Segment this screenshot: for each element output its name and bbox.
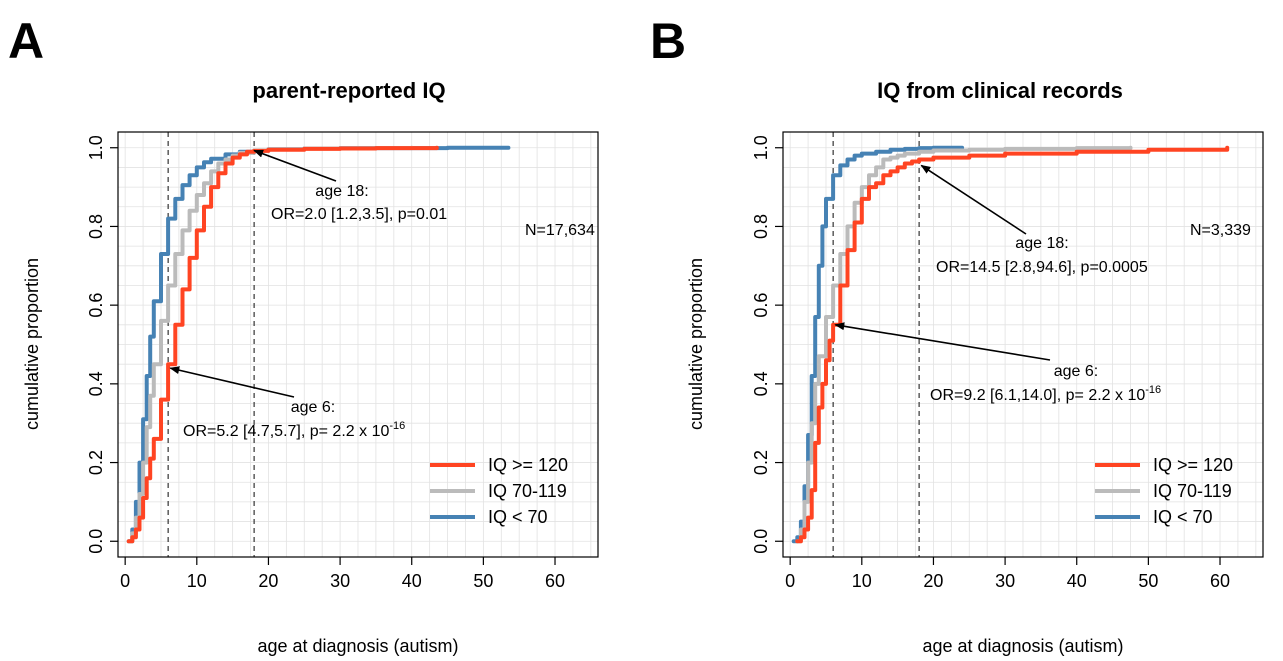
series-lines [791,145,1230,544]
grid [118,132,598,557]
plot-frame [117,131,599,558]
annotation-age18-arrow [920,164,1027,235]
annotation-age6-stats: OR=9.2 [6.1,14.0], p= 2.2 x 10-16 [930,384,1161,404]
x-tick-label: 60 [1210,571,1230,591]
legend-label: IQ >= 120 [488,455,568,475]
reference-lines [167,132,255,557]
annotation-age18-heading: age 18: [1015,235,1068,252]
x-tick-label: 50 [1138,571,1158,591]
chart-title: IQ from clinical records [877,78,1123,103]
x-tick-label: 10 [187,571,207,591]
x-tick-label: 10 [852,571,872,591]
series-line-iq-120 [126,145,439,544]
x-axis-label: age at diagnosis (autism) [257,636,458,656]
annotation-age6-heading: age 6: [1054,363,1098,380]
y-tick-label: 1.0 [86,135,106,160]
y-axis: 0.0 0.2 0.4 0.6 0.8 1.0 [751,135,783,554]
y-tick-label: 0.8 [751,214,771,239]
series-line-iq-120 [795,145,1230,544]
y-tick-label: 0.0 [751,529,771,554]
panel-b: B IQ from clinical records 0 10 20 30 40 50 60… [650,13,1264,656]
annotation-age18-stats: OR=14.5 [2.8,94.6], p=0.0005 [936,259,1148,276]
x-tick-label: 30 [330,571,350,591]
panel-letter: B [650,13,686,69]
y-tick-label: 0.6 [86,293,106,318]
x-axis-label: age at diagnosis (autism) [922,636,1123,656]
legend-label: IQ < 70 [1153,507,1213,527]
series-lines [126,145,511,544]
y-tick-label: 1.0 [751,135,771,160]
y-tick-label: 0.2 [751,450,771,475]
panel-a: A parent-reported IQ 0 10 20 30 40 50 60 0.00.… [8,13,599,656]
x-tick-label: 20 [923,571,943,591]
y-tick-label: 0.0 [86,529,106,554]
annotation-age6-arrow [834,322,1051,361]
reference-lines [832,132,920,557]
y-tick-label: 0.4 [751,371,771,396]
x-axis: 0 10 20 30 40 50 60 [120,557,565,591]
plot-frame [782,131,1264,558]
x-tick-label: 50 [473,571,493,591]
x-tick-label: 40 [1067,571,1087,591]
legend-label: IQ 70-119 [1153,481,1232,501]
annotation-age6-arrow [169,366,295,398]
annotation-age18-arrow [253,149,337,182]
x-tick-label: 0 [120,571,130,591]
y-tick-label: 0.8 [86,214,106,239]
y-tick-label: 0.6 [751,293,771,318]
annotation-age18-heading: age 18: [315,183,368,200]
series-line-iq-70-119 [795,145,1133,544]
x-tick-label: 40 [402,571,422,591]
legend-label: IQ >= 120 [1153,455,1233,475]
legend: IQ >= 120 IQ 70-119 IQ < 70 [1095,455,1233,527]
y-tick-label: 0.4 [86,371,106,396]
y-tick-label: 0.2 [86,450,106,475]
chart-title: parent-reported IQ [252,78,445,103]
annotation-age6-heading: age 6: [291,399,335,416]
y-axis: 0.0 0.2 0.4 0.6 0.8 1.0 [86,135,118,554]
annotation-age6-exponent: -16 [389,420,405,432]
annotation-age18-stats: OR=2.0 [1.2,3.5], p=0.01 [271,206,447,223]
annotations: age 18: OR=2.0 [1.2,3.5], p=0.01 age 6: … [169,149,447,440]
x-tick-label: 60 [545,571,565,591]
annotation-age6-stats-main: OR=9.2 [6.1,14.0], p= 2.2 x 10 [930,387,1145,404]
annotation-age6-stats: OR=5.2 [4.7,5.7], p= 2.2 x 10-16 [183,420,405,440]
y-axis-label: cumulative proportion [22,258,42,430]
annotation-age6-exponent: -16 [1145,384,1161,396]
legend-label: IQ 70-119 [488,481,567,501]
annotations: age 18: OR=14.5 [2.8,94.6], p=0.0005 age… [834,164,1161,404]
x-tick-label: 20 [258,571,278,591]
panel-letter: A [8,13,44,69]
annotation-age6-stats-main: OR=5.2 [4.7,5.7], p= 2.2 x 10 [183,423,389,440]
legend: IQ >= 120 IQ 70-119 IQ < 70 [430,455,568,527]
x-tick-label: 30 [995,571,1015,591]
legend-label: IQ < 70 [488,507,548,527]
x-tick-label: 0 [785,571,795,591]
y-axis-label: cumulative proportion [686,258,706,430]
sample-size-label: N=17,634 [525,222,595,239]
x-axis: 0 10 20 30 40 50 60 [785,557,1230,591]
sample-size-label: N=3,339 [1190,222,1251,239]
